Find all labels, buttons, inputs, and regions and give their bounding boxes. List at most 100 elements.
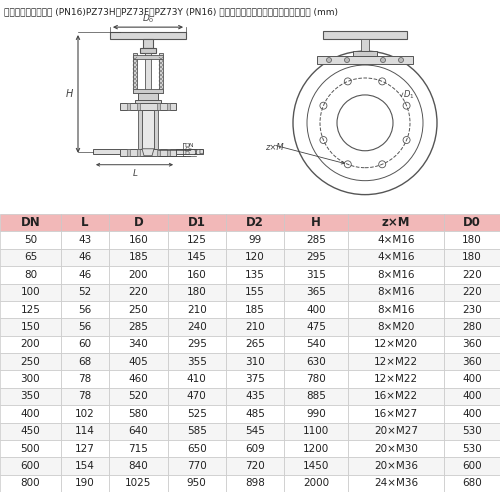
Bar bbox=[317, 56, 413, 64]
Text: 310: 310 bbox=[245, 357, 265, 367]
Text: 530: 530 bbox=[462, 444, 482, 454]
Bar bbox=[0, 423, 61, 440]
Bar bbox=[284, 353, 348, 370]
Bar bbox=[61, 370, 109, 388]
Text: 200: 200 bbox=[128, 270, 148, 280]
Bar bbox=[226, 370, 284, 388]
Text: 102: 102 bbox=[75, 409, 95, 419]
Bar bbox=[284, 214, 348, 231]
Text: 460: 460 bbox=[128, 374, 148, 384]
Text: 210: 210 bbox=[245, 322, 265, 332]
Bar bbox=[168, 353, 226, 370]
Bar bbox=[138, 110, 142, 149]
Bar bbox=[109, 301, 168, 318]
Text: 365: 365 bbox=[306, 287, 326, 297]
Text: 16×M27: 16×M27 bbox=[374, 409, 418, 419]
Text: 715: 715 bbox=[128, 444, 148, 454]
Text: 180: 180 bbox=[187, 287, 206, 297]
Bar bbox=[168, 266, 226, 283]
Bar bbox=[61, 249, 109, 266]
Text: 12×M20: 12×M20 bbox=[374, 339, 418, 349]
Text: 475: 475 bbox=[306, 322, 326, 332]
Bar bbox=[166, 103, 170, 110]
Text: 114: 114 bbox=[75, 426, 95, 436]
Bar bbox=[226, 231, 284, 249]
Bar bbox=[444, 405, 500, 423]
Text: 80: 80 bbox=[24, 270, 37, 280]
Text: $D_0$: $D_0$ bbox=[142, 13, 154, 25]
Text: 898: 898 bbox=[245, 478, 265, 489]
Text: 12×M22: 12×M22 bbox=[374, 357, 418, 367]
Bar bbox=[61, 388, 109, 405]
Text: 99: 99 bbox=[248, 235, 262, 245]
Bar bbox=[61, 475, 109, 492]
Bar bbox=[109, 266, 168, 283]
Bar bbox=[348, 388, 444, 405]
Bar bbox=[0, 266, 61, 283]
Text: 产品外形及结构尺寸 (PN16)PZ73H、PZ73F、PZ73Y (PN16) 型刀型闸阀（刀闸阀）外形及结构尺寸 (mm): 产品外形及结构尺寸 (PN16)PZ73H、PZ73F、PZ73Y (PN16)… bbox=[4, 7, 338, 16]
Text: 450: 450 bbox=[20, 426, 40, 436]
Bar bbox=[168, 301, 226, 318]
Bar bbox=[120, 103, 176, 110]
Text: 400: 400 bbox=[20, 409, 40, 419]
Circle shape bbox=[398, 58, 404, 62]
Text: 150: 150 bbox=[20, 322, 40, 332]
Bar bbox=[226, 266, 284, 283]
Text: 485: 485 bbox=[245, 409, 265, 419]
Text: 220: 220 bbox=[462, 287, 482, 297]
Bar bbox=[61, 231, 109, 249]
Bar bbox=[136, 103, 140, 110]
Text: 180: 180 bbox=[462, 235, 482, 245]
Text: DN: DN bbox=[20, 216, 40, 229]
Text: 125: 125 bbox=[187, 235, 206, 245]
Text: 400: 400 bbox=[462, 374, 482, 384]
Text: 780: 780 bbox=[306, 374, 326, 384]
Bar bbox=[140, 48, 156, 53]
Bar bbox=[61, 405, 109, 423]
Text: 585: 585 bbox=[187, 426, 206, 436]
Bar bbox=[61, 423, 109, 440]
Text: 470: 470 bbox=[187, 392, 206, 401]
Circle shape bbox=[380, 58, 386, 62]
Text: 190: 190 bbox=[75, 478, 95, 489]
Text: 185: 185 bbox=[245, 305, 265, 314]
Bar bbox=[444, 318, 500, 336]
Bar bbox=[226, 440, 284, 457]
Text: 770: 770 bbox=[187, 461, 206, 471]
Text: 295: 295 bbox=[187, 339, 206, 349]
Bar bbox=[348, 214, 444, 231]
Text: 840: 840 bbox=[128, 461, 148, 471]
Text: 65: 65 bbox=[24, 252, 37, 262]
Text: 56: 56 bbox=[78, 322, 92, 332]
Bar bbox=[284, 370, 348, 388]
Bar bbox=[61, 336, 109, 353]
Text: 60: 60 bbox=[78, 339, 92, 349]
Bar bbox=[444, 370, 500, 388]
Text: 250: 250 bbox=[20, 357, 40, 367]
Text: L: L bbox=[132, 169, 138, 178]
Text: 43: 43 bbox=[78, 235, 92, 245]
Bar bbox=[135, 100, 161, 103]
Text: 220: 220 bbox=[462, 270, 482, 280]
Text: $D_1$: $D_1$ bbox=[403, 89, 414, 101]
Text: D2: D2 bbox=[246, 216, 264, 229]
Text: 127: 127 bbox=[75, 444, 95, 454]
Text: 8×M16: 8×M16 bbox=[377, 270, 414, 280]
Text: 1025: 1025 bbox=[125, 478, 152, 489]
Bar bbox=[109, 283, 168, 301]
Bar bbox=[0, 214, 61, 231]
Text: 530: 530 bbox=[462, 426, 482, 436]
Text: 20×M27: 20×M27 bbox=[374, 426, 418, 436]
Bar bbox=[226, 423, 284, 440]
Text: 240: 240 bbox=[187, 322, 206, 332]
Bar bbox=[348, 283, 444, 301]
Bar bbox=[444, 266, 500, 283]
Bar bbox=[61, 283, 109, 301]
Bar bbox=[284, 405, 348, 423]
Bar bbox=[168, 440, 226, 457]
Bar bbox=[142, 110, 154, 149]
Bar bbox=[145, 53, 151, 93]
Bar bbox=[323, 31, 407, 39]
Text: D0: D0 bbox=[463, 216, 481, 229]
Bar bbox=[159, 53, 163, 93]
